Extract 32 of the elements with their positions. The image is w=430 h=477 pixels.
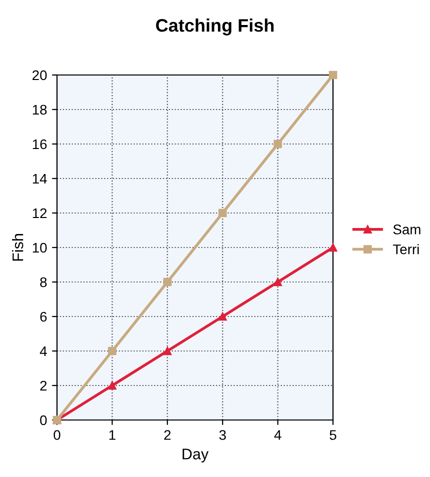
x-tick-label: 3 — [219, 430, 226, 440]
point — [163, 278, 172, 286]
point — [218, 208, 227, 218]
y-tick-label: 12 — [32, 208, 47, 218]
legend-label: Terri — [392, 244, 419, 254]
point — [163, 346, 172, 356]
x-axis-title: Day — [182, 448, 209, 462]
x-tick-label: 4 — [274, 430, 282, 440]
point — [108, 346, 116, 356]
y-tick-label: 14 — [32, 174, 47, 184]
point — [274, 140, 282, 148]
point — [108, 381, 116, 390]
y-tick-label: 6 — [40, 312, 47, 322]
x-tick-label: 5 — [330, 430, 336, 440]
x-tick-label: 0 — [54, 430, 60, 440]
legend-label: Sam — [393, 224, 420, 234]
y-tick-label: 4 — [40, 346, 47, 356]
point — [218, 312, 227, 321]
y-tick-label: 20 — [32, 70, 47, 80]
y-tick-label: 2 — [40, 380, 47, 391]
x-tick-label: 1 — [109, 430, 116, 440]
y-tick-label: 10 — [32, 242, 47, 253]
y-axis-title: Fish — [12, 234, 24, 261]
y-tick-label: 16 — [32, 139, 47, 150]
point — [274, 278, 282, 286]
y-tick-label: 18 — [32, 104, 47, 115]
x-tick-label: 2 — [164, 430, 171, 440]
y-tick-label: 0 — [40, 415, 47, 426]
chart-title: Catching Fish — [156, 18, 274, 36]
point — [328, 243, 338, 252]
point — [328, 70, 338, 80]
y-tick-label: 8 — [40, 277, 47, 288]
